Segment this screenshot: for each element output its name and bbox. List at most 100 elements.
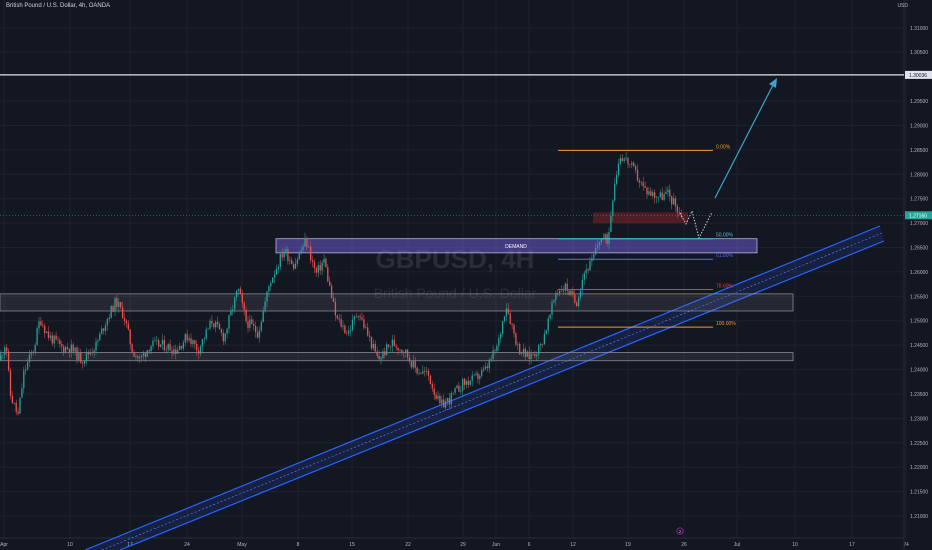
candle-body [205, 329, 207, 339]
candle-body [621, 158, 623, 161]
resistance-zone [0, 293, 794, 312]
candle [137, 354, 139, 362]
candle-body [180, 345, 183, 349]
candle [323, 254, 325, 266]
candle-body [600, 238, 603, 243]
candle-body [253, 323, 255, 327]
candle-body [410, 361, 413, 368]
candle [192, 339, 194, 348]
candle-body [294, 263, 297, 269]
candle-body [80, 352, 82, 363]
candle-body [197, 350, 200, 354]
last-price-label: 1.27160 [909, 213, 927, 219]
candle-body [329, 281, 331, 286]
y-tick-label: 1.28500 [910, 148, 928, 154]
fib-level-label: 61.80% [716, 253, 734, 259]
candle-body [235, 290, 238, 298]
candle [505, 303, 508, 322]
candle-body [332, 297, 335, 302]
candle [184, 332, 186, 347]
candle [370, 336, 373, 351]
candle-body [156, 340, 158, 341]
rising-channel [84, 225, 885, 550]
candle [661, 187, 663, 201]
candle [536, 351, 538, 361]
candle [646, 186, 648, 199]
candle [467, 376, 470, 389]
candle [549, 313, 551, 322]
candle-body [560, 290, 563, 292]
candle-body [218, 324, 221, 330]
candle-body [399, 349, 401, 351]
candle-body [327, 267, 329, 282]
candle-body [406, 349, 409, 358]
candle-body [245, 309, 247, 322]
symbol-info: British Pound / U.S. Dollar, 4h, OANDA [6, 3, 111, 9]
candle [665, 186, 667, 195]
candle-body [222, 332, 224, 342]
candle [34, 342, 36, 355]
candle [163, 335, 166, 352]
candle [302, 243, 304, 253]
candle [224, 332, 226, 345]
candle-body [237, 288, 240, 291]
candle [553, 299, 555, 304]
candle [387, 344, 390, 349]
candle-body [433, 388, 435, 395]
candle-body [646, 187, 648, 195]
candle [361, 312, 363, 321]
candle-body [321, 262, 323, 271]
candle [42, 320, 44, 328]
candle [123, 312, 126, 326]
candle [72, 342, 74, 354]
candle [653, 189, 656, 204]
candle-body [374, 343, 376, 352]
candle [572, 286, 574, 298]
candle [85, 347, 88, 366]
candle-body [268, 286, 270, 292]
candle [251, 315, 253, 325]
candle [25, 364, 27, 376]
candle [247, 315, 249, 333]
candle [344, 323, 346, 335]
candle [574, 289, 576, 305]
candle-body [663, 194, 665, 200]
candle-body [484, 366, 487, 369]
candle [391, 334, 394, 352]
candles [0, 152, 682, 416]
candle [140, 353, 143, 362]
candle [95, 337, 97, 356]
candle-body [625, 157, 627, 159]
candle [429, 374, 432, 385]
candle-body [11, 395, 14, 404]
x-tick-label: 19 [625, 542, 631, 548]
candle [19, 397, 21, 414]
projected-zigzag [679, 209, 713, 240]
candle-body [171, 350, 173, 354]
candle-body [308, 246, 310, 248]
candle-body [585, 269, 587, 274]
candle-body [45, 331, 48, 334]
candle-body [526, 351, 528, 357]
candle-body [577, 297, 580, 307]
candle [532, 352, 534, 356]
candle [97, 338, 99, 346]
candle [311, 255, 314, 268]
candle-body [63, 346, 65, 353]
candle [194, 340, 196, 350]
candle [28, 349, 31, 367]
candle-body [441, 399, 443, 404]
x-tick-label: May [237, 542, 247, 548]
key-level-price-box [905, 70, 932, 79]
candle-body [615, 174, 618, 184]
candle-body [676, 205, 679, 213]
fib-level-label: 50.00% [716, 233, 734, 239]
watermark-name: British Pound / U.S. Dollar [374, 285, 537, 301]
candle-body [258, 330, 261, 338]
candle-body [146, 350, 148, 357]
candle [570, 289, 572, 297]
candle-body [443, 399, 445, 408]
candle-body [500, 333, 502, 339]
candle-body [140, 355, 143, 358]
